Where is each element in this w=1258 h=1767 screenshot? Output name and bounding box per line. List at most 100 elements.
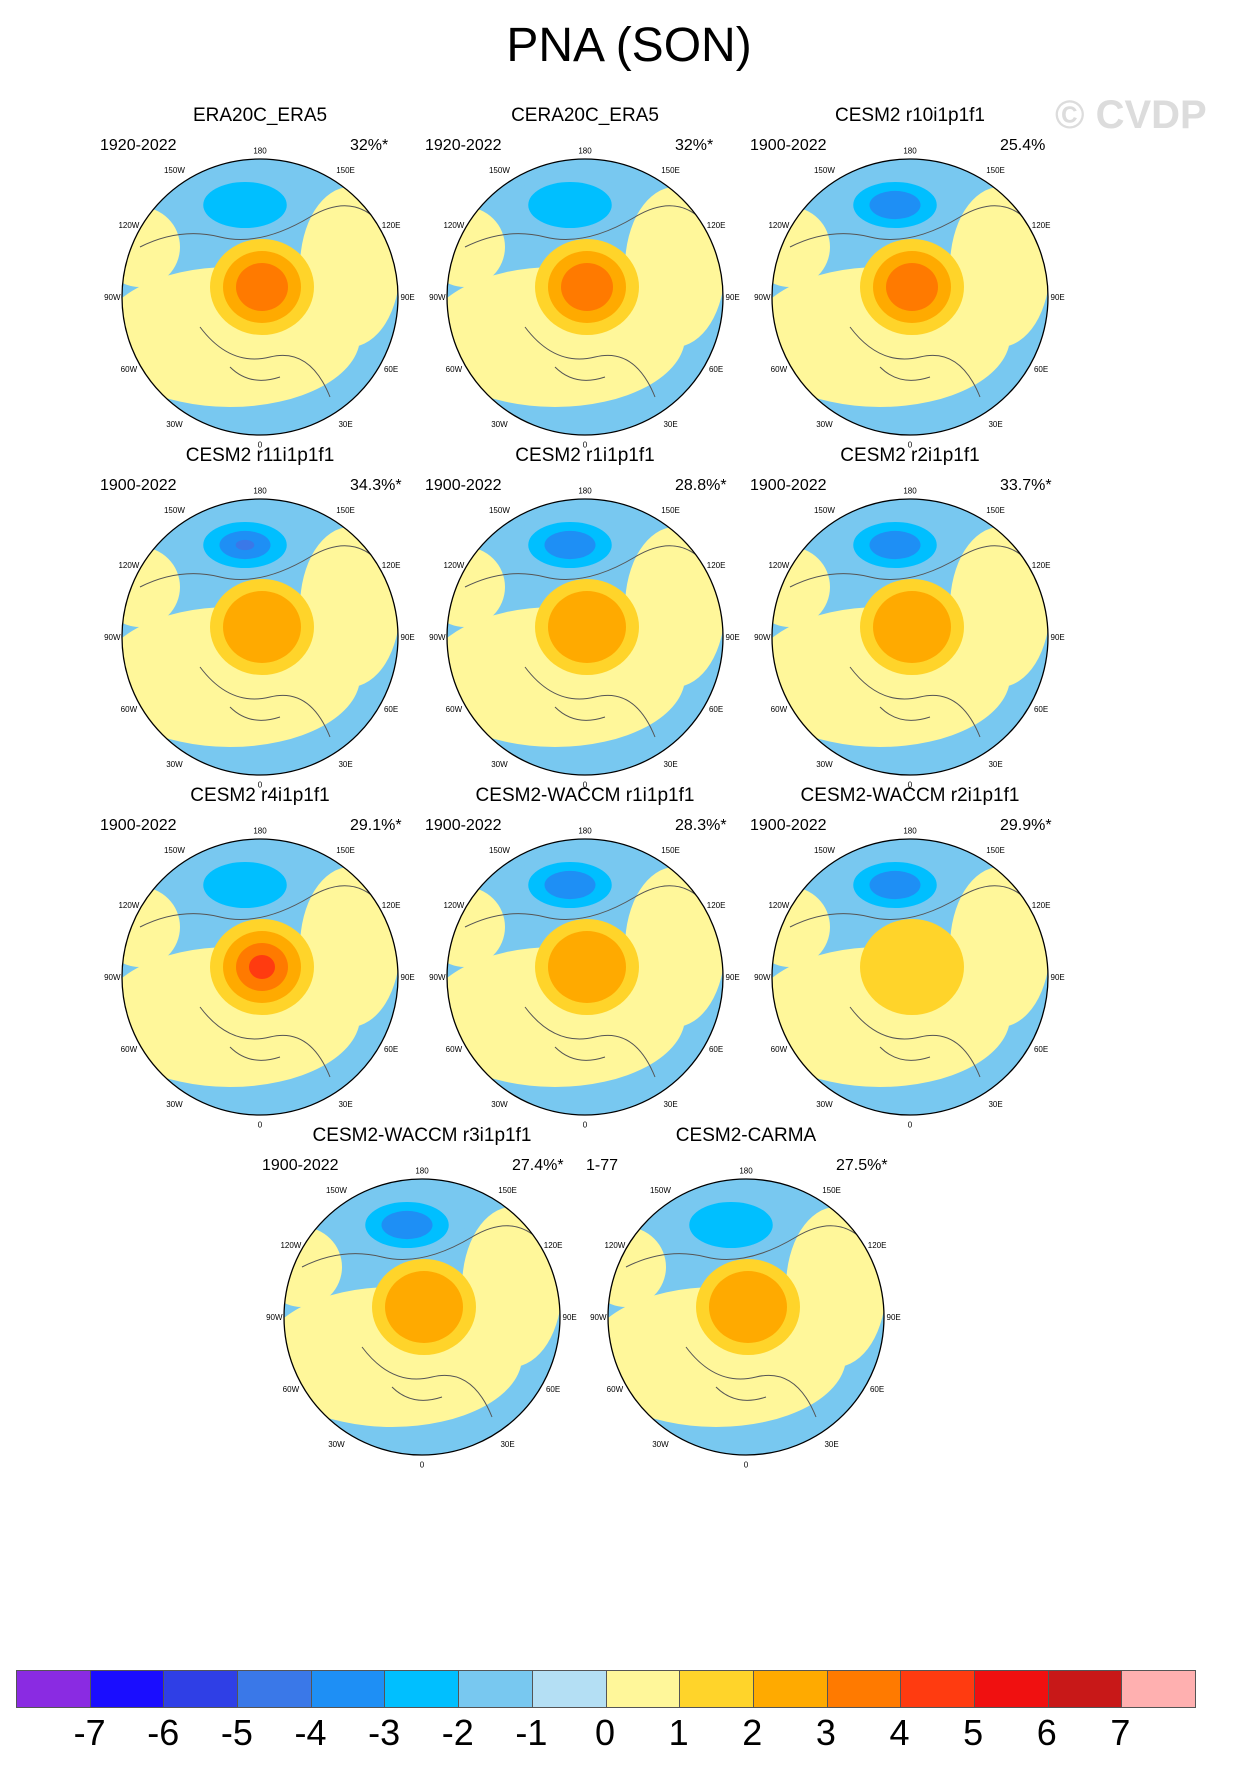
longitude-label: 120W [280,1241,301,1250]
colorbar-cell [901,1671,975,1707]
longitude-label: 90E [1051,973,1065,982]
longitude-label: 120E [707,221,726,230]
panel-title: CESM2 r10i1p1f1 [835,105,985,126]
panel-years: 1900-2022 [100,817,177,834]
map-outline [771,158,1049,436]
polar-map: 180 150W 150E 120W 120E 90W 90E 60W 60E 30W 30E 0 [754,827,1065,1130]
longitude-label: 30W [816,760,833,769]
longitude-label: 30E [663,1100,677,1109]
coastlines [789,205,1041,398]
polar-map: 180 150W 150E 120W 120E 90W 90E 60W 60E 30W 30E 0 [754,487,1065,790]
longitude-label: 120W [118,221,139,230]
panel-variance-pct: 28.8%* [675,477,727,494]
longitude-label: 120E [868,1241,887,1250]
colorbar-tick-label: 7 [1110,1712,1131,1753]
negative-anomaly-contour [235,539,255,551]
longitude-label: 0 [908,781,913,790]
colorbar-tick-label: -3 [368,1712,401,1753]
longitude-label: 120E [1032,901,1051,910]
polar-map: 180 150W 150E 120W 120E 90W 90E 60W 60E 30W 30E 0 [429,147,740,450]
panel-years: 1-77 [586,1157,619,1174]
map-panel: 180 150W 150E 120W 120E 90W 90E 60W 60E 30W 30E 0 CE… [80,785,440,1155]
longitude-label: 0 [908,441,913,450]
longitude-label: 60W [446,1045,463,1054]
longitude-label: 180 [903,827,917,836]
longitude-label: 120E [544,1241,563,1250]
longitude-label: 60E [709,1045,723,1054]
longitude-label: 60W [121,1045,138,1054]
longitude-label: 120E [707,901,726,910]
longitude-label: 90E [401,973,415,982]
positive-anomaly-contour [548,591,626,663]
panel-years: 1900-2022 [425,477,502,494]
map-outline [446,498,724,776]
map-outline [607,1178,885,1456]
colorbar-cell [17,1671,91,1707]
positive-anomaly-region [462,1207,560,1367]
colorbar-tick-label: 1 [668,1712,689,1753]
longitude-label: 180 [415,1167,429,1176]
panel-variance-pct: 29.1%* [350,817,402,834]
panel-years: 1920-2022 [425,137,502,154]
longitude-label: 150W [489,166,510,175]
panel-variance-pct: 27.4%* [512,1157,564,1174]
longitude-label: 120E [707,561,726,570]
longitude-label: 150E [661,506,680,515]
longitude-label: 150W [164,506,185,515]
colorbar-cell [680,1671,754,1707]
longitude-label: 120E [1032,561,1051,570]
longitude-label: 90W [754,973,771,982]
longitude-label: 120E [382,561,401,570]
polar-map: 180 150W 150E 120W 120E 90W 90E 60W 60E 30W 30E 0 [429,487,740,790]
longitude-label: 30E [663,760,677,769]
longitude-label: 150E [986,166,1005,175]
positive-anomaly-contour [223,591,301,663]
polar-map: 180 150W 150E 120W 120E 90W 90E 60W 60E 30W 30E 0 [104,487,415,790]
longitude-label: 30W [166,1100,183,1109]
negative-anomaly-contour [544,870,596,900]
longitude-label: 180 [253,487,267,496]
map-outline [771,498,1049,776]
longitude-label: 90W [104,633,121,642]
panel-title: CESM2 r4i1p1f1 [190,785,330,806]
panel-variance-pct: 33.7%* [1000,477,1052,494]
longitude-label: 90E [726,973,740,982]
longitude-label: 60W [121,705,138,714]
positive-anomaly-contour [236,263,288,311]
longitude-label: 60W [607,1385,624,1394]
colorbar-tick-label: -1 [515,1712,548,1753]
longitude-label: 30E [500,1440,514,1449]
positive-anomaly-contour [561,263,613,311]
positive-anomaly-region [786,1207,884,1367]
colorbar-cell [1122,1671,1195,1707]
map-panel: 180 150W 150E 120W 120E 90W 90E 60W 60E 30W 30E 0 CE… [405,445,765,815]
panel-title: CESM2 r2i1p1f1 [840,445,980,466]
panel-years: 1920-2022 [100,137,177,154]
longitude-label: 60W [283,1385,300,1394]
positive-anomaly-contour [886,263,938,311]
longitude-label: 60W [771,705,788,714]
longitude-label: 180 [253,147,267,156]
longitude-label: 150W [164,846,185,855]
longitude-label: 120E [1032,221,1051,230]
panel-years: 1900-2022 [262,1157,339,1174]
longitude-label: 0 [258,1121,263,1130]
map-outline [283,1178,561,1456]
negative-anomaly-contour [203,181,287,229]
map-outline [446,838,724,1116]
longitude-label: 60E [384,365,398,374]
longitude-label: 90E [726,293,740,302]
map-outline [771,838,1049,1116]
longitude-label: 60E [1034,705,1048,714]
negative-anomaly-contour [544,530,596,560]
colorbar-tick-label: 6 [1036,1712,1057,1753]
longitude-label: 30W [166,760,183,769]
colorbar-cell [90,1671,165,1707]
coastlines [789,545,1041,738]
longitude-label: 90W [754,293,771,302]
watermark: © CVDP [1055,93,1207,137]
longitude-label: 60W [446,705,463,714]
negative-anomaly-contour [528,181,612,229]
positive-anomaly-contour [709,1271,787,1343]
colorbar-cell [532,1671,607,1707]
